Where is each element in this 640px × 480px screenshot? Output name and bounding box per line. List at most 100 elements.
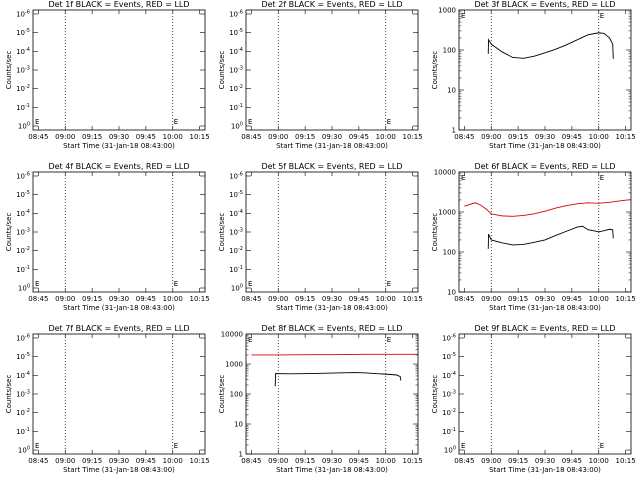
- y-tick-label: 100: [231, 122, 243, 131]
- x-tick-label: 09:00: [268, 457, 288, 465]
- x-tick-label: 09:45: [562, 457, 582, 465]
- e-marker-left: E: [248, 336, 252, 344]
- x-tick-label: 09:00: [55, 457, 75, 465]
- panel-3: Det 3f BLACK = Events, RED = LLD 08:45 09:…: [431, 0, 636, 150]
- y-tick-label: 10-4: [442, 371, 456, 380]
- x-tick-label: 08:45: [241, 457, 261, 465]
- x-tick-label: 08:45: [241, 295, 261, 303]
- x-tick-label: 09:00: [481, 133, 501, 141]
- x-tick-label: 09:30: [535, 133, 555, 141]
- y-tick-label: 10-6: [229, 10, 243, 19]
- e-marker-left: E: [248, 280, 252, 288]
- x-tick-label: 08:45: [241, 133, 261, 141]
- x-tick-label: 09:30: [535, 295, 555, 303]
- e-marker-left: E: [461, 174, 465, 182]
- x-tick-label: 09:15: [295, 133, 315, 141]
- x-axis-label: Start Time (31-Jan-18 08:43:00): [276, 304, 388, 312]
- x-tick-label: 10:00: [589, 457, 609, 465]
- plot-frame: [245, 171, 419, 293]
- y-tick-label: 10-1: [229, 103, 243, 112]
- x-tick-label: 09:45: [136, 133, 156, 141]
- plot-frame: [458, 333, 632, 455]
- panel-8: Det 8f BLACK = Events, RED = LLD 08:45 09:…: [218, 324, 423, 474]
- y-tick-label: 10: [447, 87, 456, 95]
- plot-frame: [32, 333, 206, 455]
- x-tick-label: 09:15: [82, 133, 102, 141]
- y-tick-label: 10-1: [16, 265, 30, 274]
- x-tick-label: 10:00: [589, 133, 609, 141]
- x-tick-label: 09:15: [508, 133, 528, 141]
- y-tick-label: 10-4: [16, 47, 30, 56]
- plot-frame: [32, 171, 206, 293]
- e-marker: E: [174, 118, 178, 126]
- plot-frame: [458, 171, 632, 293]
- y-tick-label: 10-3: [16, 66, 30, 75]
- x-tick-label: 09:15: [508, 457, 528, 465]
- e-marker-left: E: [35, 280, 39, 288]
- e-marker: E: [174, 280, 178, 288]
- y-tick-label: 10-2: [442, 408, 456, 417]
- y-tick-label: 1000: [225, 361, 243, 369]
- y-tick-label: 1000: [438, 7, 456, 15]
- y-tick-label: 10-5: [229, 190, 243, 199]
- y-tick-label: 10-6: [16, 10, 30, 19]
- events-series-line: [487, 32, 614, 59]
- e-marker-left: E: [35, 442, 39, 450]
- y-tick-label: 10-5: [16, 28, 30, 37]
- x-tick-label: 09:00: [268, 133, 288, 141]
- y-tick-label: 10-3: [229, 228, 243, 237]
- y-axis-label: Counts/sec: [5, 375, 13, 414]
- y-tick-label: 10-2: [229, 84, 243, 93]
- y-tick-label: 10000: [221, 331, 243, 339]
- x-axis-label: Start Time (31-Jan-18 08:43:00): [489, 304, 601, 312]
- x-tick-label: 08:45: [28, 295, 48, 303]
- x-tick-label: 08:45: [28, 133, 48, 141]
- x-tick-label: 09:00: [481, 295, 501, 303]
- e-marker: E: [387, 336, 391, 344]
- y-axis-label: Counts/sec: [218, 51, 226, 90]
- events-series-line: [487, 225, 614, 249]
- y-tick-label: 100: [18, 446, 30, 455]
- y-tick-label: 10-1: [229, 265, 243, 274]
- y-tick-label: 1000: [438, 209, 456, 217]
- y-axis-label: Counts/sec: [218, 375, 226, 414]
- x-tick-label: 10:15: [403, 133, 423, 141]
- y-tick-label: 10-5: [16, 190, 30, 199]
- x-tick-label: 10:00: [163, 457, 183, 465]
- x-tick-label: 09:15: [82, 295, 102, 303]
- y-tick-label: 10: [234, 421, 243, 429]
- x-tick-label: 10:00: [376, 457, 396, 465]
- x-tick-label: 10:00: [376, 133, 396, 141]
- x-tick-label: 09:00: [55, 295, 75, 303]
- y-tick-label: 1: [452, 127, 456, 135]
- e-marker: E: [387, 118, 391, 126]
- x-tick-label: 09:30: [109, 457, 129, 465]
- x-tick-label: 09:45: [349, 457, 369, 465]
- e-marker: E: [600, 442, 604, 450]
- x-axis-label: Start Time (31-Jan-18 08:43:00): [63, 466, 175, 474]
- y-tick-label: 10-1: [16, 103, 30, 112]
- x-tick-label: 10:00: [589, 295, 609, 303]
- y-tick-label: 10-5: [442, 352, 456, 361]
- y-tick-label: 10-1: [442, 427, 456, 436]
- x-axis-label: Start Time (31-Jan-18 08:43:00): [63, 142, 175, 150]
- panel-6: Det 6f BLACK = Events, RED = LLD 08:45 09:…: [431, 162, 636, 312]
- y-tick-label: 10000: [434, 169, 456, 177]
- panel-title: Det 1f BLACK = Events, RED = LLD: [48, 0, 189, 9]
- panel-1: Det 1f BLACK = Events, RED = LLD 08:45 09:…: [5, 0, 210, 150]
- x-tick-label: 10:15: [616, 295, 636, 303]
- x-axis-label: Start Time (31-Jan-18 08:43:00): [63, 304, 175, 312]
- x-tick-label: 09:15: [82, 457, 102, 465]
- panel-title: Det 2f BLACK = Events, RED = LLD: [261, 0, 402, 9]
- x-tick-label: 10:15: [616, 457, 636, 465]
- y-tick-label: 100: [230, 391, 243, 399]
- y-tick-label: 10-4: [229, 47, 243, 56]
- y-tick-label: 10-6: [229, 172, 243, 181]
- panel-title: Det 5f BLACK = Events, RED = LLD: [261, 162, 402, 171]
- x-tick-label: 08:45: [454, 133, 474, 141]
- e-marker-left: E: [461, 442, 465, 450]
- x-tick-label: 09:30: [109, 295, 129, 303]
- panel-7: Det 7f BLACK = Events, RED = LLD 08:45 09:…: [5, 324, 210, 474]
- x-tick-label: 09:30: [322, 457, 342, 465]
